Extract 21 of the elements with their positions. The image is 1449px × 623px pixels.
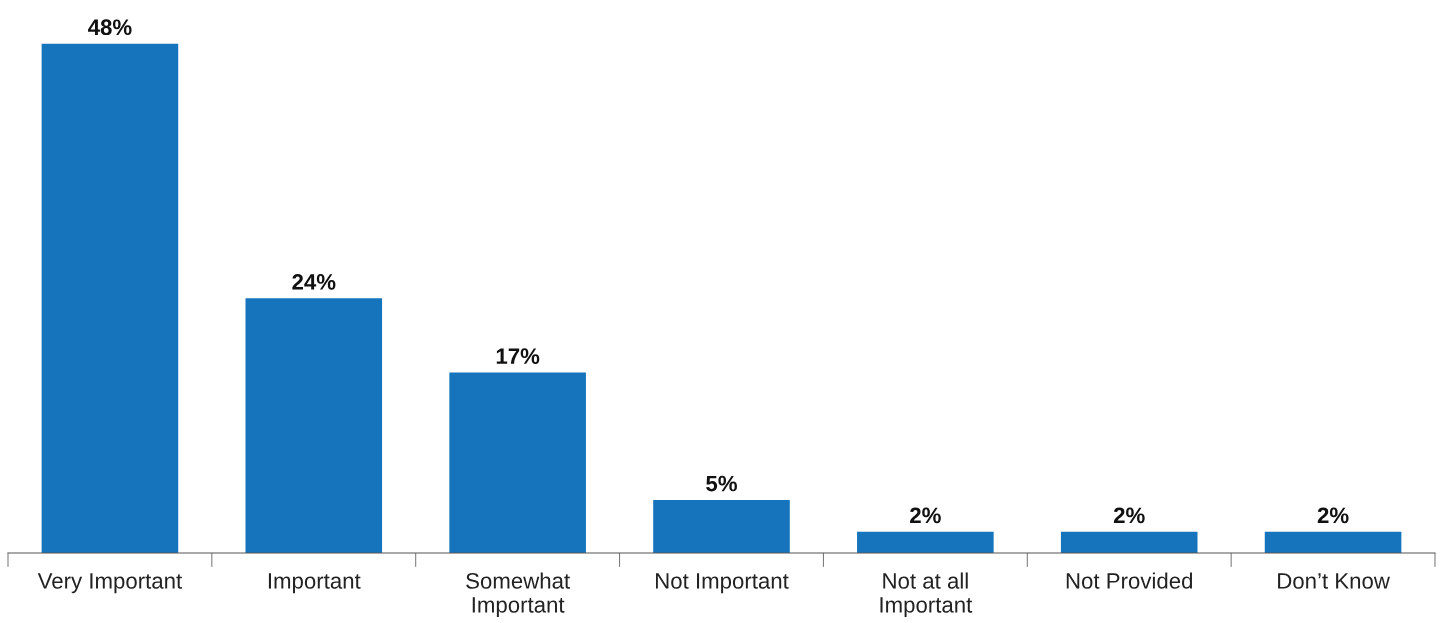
bar <box>1264 531 1402 553</box>
x-tick-label: Not at all Important <box>880 572 973 618</box>
x-tick-label: Important <box>268 573 361 594</box>
data-label: 2% <box>910 507 941 524</box>
data-label: 48% <box>88 19 132 36</box>
bar <box>449 372 586 553</box>
x-tick-label: Not Important <box>656 573 789 594</box>
data-label: 24% <box>292 274 336 290</box>
x-tick-label: Not Provided <box>1066 572 1193 589</box>
bar <box>245 298 383 553</box>
bar <box>653 499 790 553</box>
data-label: 5% <box>706 475 737 492</box>
x-tick-label: Somewhat Important <box>466 572 570 618</box>
data-label: 2% <box>1317 507 1349 524</box>
bar <box>857 531 994 553</box>
bar <box>41 43 179 553</box>
x-tick-label: Very Important <box>37 573 183 594</box>
data-label: 17% <box>496 348 540 364</box>
bar <box>1060 531 1198 553</box>
data-label: 2% <box>1113 507 1145 524</box>
x-tick-label: Don’t Know <box>1278 573 1390 589</box>
